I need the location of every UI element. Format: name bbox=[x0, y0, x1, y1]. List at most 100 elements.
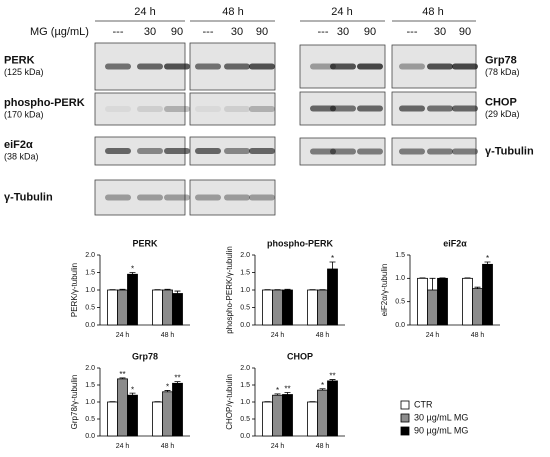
row-label: phospho-PERK bbox=[4, 97, 85, 109]
blot-band bbox=[330, 148, 356, 155]
x-tick-label: 24 h bbox=[426, 332, 440, 339]
legend-label: 90 µg/mL MG bbox=[414, 425, 468, 435]
y-tick-label: 0.5 bbox=[240, 416, 250, 423]
legend-swatch bbox=[400, 426, 410, 436]
error-bar bbox=[164, 390, 171, 392]
y-tick-label: 0.5 bbox=[85, 416, 95, 423]
significance: * bbox=[486, 254, 489, 263]
y-tick-label: 2.0 bbox=[240, 365, 250, 372]
blot-band bbox=[452, 148, 478, 155]
blot-band bbox=[224, 194, 250, 201]
blot-band bbox=[452, 105, 478, 112]
bar bbox=[327, 380, 338, 437]
error-bar bbox=[164, 288, 171, 290]
bar bbox=[482, 263, 493, 326]
blot-band bbox=[137, 63, 163, 70]
y-tick-label: 1.5 bbox=[85, 269, 95, 276]
significance: * bbox=[131, 265, 134, 274]
y-tick-label: 1.5 bbox=[240, 382, 250, 389]
blot-band bbox=[427, 63, 453, 70]
chart-title: eiF2α bbox=[443, 238, 467, 248]
y-tick-label: 0.5 bbox=[85, 304, 95, 311]
error-bar bbox=[174, 290, 181, 294]
blot-band bbox=[195, 106, 221, 112]
row-label: Grp78 bbox=[485, 54, 517, 66]
significance: * bbox=[321, 381, 324, 390]
y-tick-label: 1.5 bbox=[395, 252, 405, 259]
blot-band bbox=[195, 148, 221, 154]
y-tick-label: 0.0 bbox=[240, 322, 250, 329]
error-bar bbox=[484, 261, 491, 265]
error-bar bbox=[429, 277, 436, 290]
lane-label: --- bbox=[203, 26, 214, 38]
blot-band bbox=[164, 106, 190, 112]
bar bbox=[162, 289, 173, 326]
error-bar bbox=[319, 388, 326, 391]
bar bbox=[127, 273, 138, 326]
x-tick-label: 48 h bbox=[316, 443, 330, 450]
row-label: γ-Tubulin bbox=[485, 145, 534, 157]
dose-label: MG (µg/mL) bbox=[30, 26, 89, 38]
blot-band bbox=[105, 106, 131, 112]
error-bar bbox=[119, 288, 126, 290]
blot-band bbox=[224, 106, 250, 112]
significance: * bbox=[131, 385, 134, 394]
y-tick-label: 0.0 bbox=[240, 433, 250, 440]
blot-band bbox=[249, 106, 275, 112]
bar bbox=[107, 289, 118, 326]
row-label: γ-Tubulin bbox=[4, 191, 53, 203]
error-bar bbox=[284, 288, 291, 290]
y-tick-label: 0.0 bbox=[395, 322, 405, 329]
x-tick-label: 48 h bbox=[316, 332, 330, 339]
row-sublabel: (38 kDa) bbox=[4, 151, 39, 161]
chart-title: CHOP bbox=[287, 351, 313, 361]
error-bar bbox=[129, 392, 136, 396]
blot-band bbox=[357, 148, 383, 155]
y-axis-label: Grp78/γ-tubulin bbox=[70, 375, 79, 430]
blot-band bbox=[105, 148, 131, 154]
blot-band bbox=[452, 63, 478, 70]
bar bbox=[417, 277, 428, 326]
row-label: CHOP bbox=[485, 96, 517, 108]
bar bbox=[317, 289, 328, 326]
legend-swatch bbox=[400, 413, 410, 423]
y-tick-label: 0.0 bbox=[85, 322, 95, 329]
blot-band bbox=[427, 148, 453, 155]
lane-label: 30 bbox=[337, 26, 349, 38]
error-bar bbox=[474, 286, 481, 289]
bar bbox=[162, 391, 173, 437]
error-bar bbox=[129, 272, 136, 275]
y-tick-label: 1.0 bbox=[85, 399, 95, 406]
lane-label: 90 bbox=[256, 26, 268, 38]
y-tick-label: 2.0 bbox=[240, 252, 250, 259]
chart-title: PERK bbox=[132, 238, 158, 248]
error-bar bbox=[329, 379, 336, 381]
significance: ** bbox=[119, 370, 125, 379]
y-tick-label: 1.5 bbox=[240, 269, 250, 276]
y-axis-label: CHOP/γ-tubulin bbox=[225, 374, 234, 430]
x-tick-label: 48 h bbox=[471, 332, 485, 339]
lane-label: 30 bbox=[144, 26, 156, 38]
significance: ** bbox=[284, 385, 290, 394]
row-sublabel: (170 kDa) bbox=[4, 109, 44, 119]
x-tick-label: 24 h bbox=[116, 443, 130, 450]
bar bbox=[127, 394, 138, 437]
lane-label: 30 bbox=[434, 26, 446, 38]
y-tick-label: 1.0 bbox=[240, 399, 250, 406]
x-tick-label: 24 h bbox=[271, 443, 285, 450]
row-sublabel: (125 kDa) bbox=[4, 67, 44, 77]
legend-swatch bbox=[400, 400, 410, 410]
bar bbox=[462, 277, 473, 326]
blot-band bbox=[330, 105, 356, 112]
bar bbox=[107, 401, 118, 437]
blot-band bbox=[310, 105, 336, 112]
bar bbox=[282, 394, 293, 437]
y-axis-label: phospho-PERK/γ-tubulin bbox=[225, 246, 234, 334]
bar bbox=[272, 289, 283, 326]
y-axis-label: eiF2α/γ-tubulin bbox=[380, 264, 389, 317]
row-sublabel: (78 kDa) bbox=[485, 67, 520, 77]
blot-band bbox=[310, 63, 336, 70]
significance: * bbox=[276, 386, 279, 395]
blot-band bbox=[330, 63, 356, 70]
significance: ** bbox=[329, 372, 335, 381]
